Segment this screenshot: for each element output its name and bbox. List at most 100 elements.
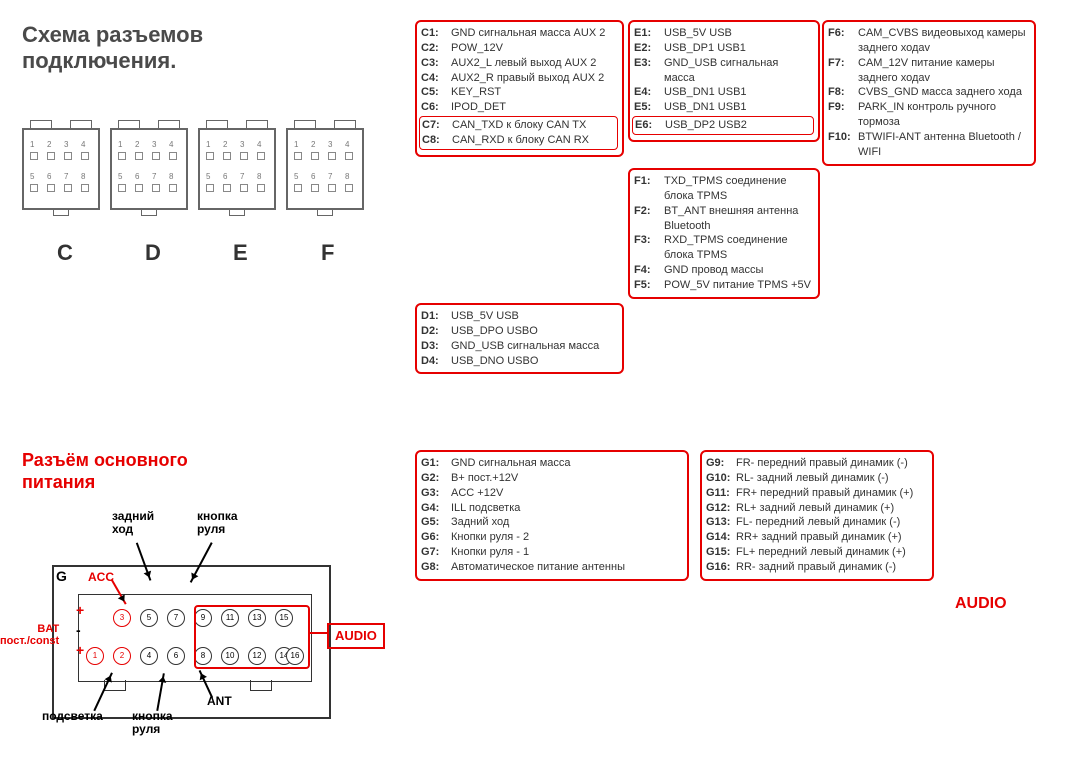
plus-bat: + [76,643,84,658]
g-pin-1: 1 [86,647,104,665]
minus-gnd: - [76,623,81,638]
pin-id: G4: [421,501,451,516]
pin-desc: POW_5V питание TPMS +5V [664,278,812,293]
pin-desc: POW_12V [451,41,616,56]
pin-desc: CAM_CVBS видеовыход камеры заднего ходаv [858,26,1028,56]
pin-row: G1:GND сигнальная масса [421,456,681,471]
pin-row: G8:Автоматическое питание антенны [421,560,681,575]
pin-desc: FR+ передний правый динамик (+) [736,486,926,501]
pin-desc: GND сигнальная масса AUX 2 [451,26,616,41]
pin-id: G6: [421,530,451,545]
pin-id: C5: [421,85,451,100]
pin-desc: CVBS_GND масса заднего хода [858,85,1028,100]
pin-desc: Кнопки руля - 1 [451,545,681,560]
pin-row: G5:Задний ход [421,515,681,530]
pin-id: G3: [421,486,451,501]
pin-desc: GND провод массы [664,263,812,278]
pin-desc: USB_DN1 USB1 [664,85,812,100]
pin-desc: AUX2_R правый выход AUX 2 [451,71,616,86]
connector-label-d: D [145,240,161,266]
pin-desc: RL- задний левый динамик (-) [736,471,926,486]
pin-row: C1:GND сигнальная масса AUX 2 [421,26,616,41]
g-section-title: Разъём основного питания [22,450,188,493]
connector-c: 12345678 [22,128,100,210]
pin-row: C6:IPOD_DET [421,100,616,115]
pin-desc: GND_USB сигнальная масса [451,339,616,354]
pin-desc: KEY_RST [451,85,616,100]
pin-desc: CAN_TXD к блоку CAN TX [452,118,615,133]
pin-row: E4:USB_DN1 USB1 [634,85,812,100]
pin-row: G7:Кнопки руля - 1 [421,545,681,560]
pin-desc: Автоматическое питание антенны [451,560,681,575]
pin-id: G14: [706,530,736,545]
pin-id: D3: [421,339,451,354]
pin-row: E2:USB_DP1 USB1 [634,41,812,56]
g-pin-4: 4 [140,647,158,665]
pin-desc: Кнопки руля - 2 [451,530,681,545]
pin-id: E2: [634,41,664,56]
pin-id: G15: [706,545,736,560]
pin-row: C7:CAN_TXD к блоку CAN TX [422,118,615,133]
pin-row: G9:FR- передний правый динамик (-) [706,456,926,471]
pin-row: G2:B+ пост.+12V [421,471,681,486]
ann-acc: ACC [88,571,114,584]
pin-id: G1: [421,456,451,471]
connector-e: 12345678 [198,128,276,210]
pin-id: C6: [421,100,451,115]
pin-row: C8:CAN_RXD к блоку CAN RX [422,133,615,148]
pin-row: D3:GND_USB сигнальная масса [421,339,616,354]
pin-id: C2: [421,41,451,56]
pin-id: E6: [635,118,665,133]
pin-desc: RL+ задний левый динамик (+) [736,501,926,516]
ann-bat: BAT пост./const [0,623,59,647]
pin-id: C1: [421,26,451,41]
pin-id: D2: [421,324,451,339]
pin-id: F3: [634,233,664,263]
ann-wheel2: кнопка руля [132,710,173,736]
pin-desc: Задний ход [451,515,681,530]
pin-row: F2:BT_ANT внешняя антенна Bluetooth [634,204,812,234]
pin-row: F10:BTWIFI-ANT антенна Bluetooth / WIFI [828,130,1028,160]
connector-label-c: C [57,240,73,266]
pin-id: G12: [706,501,736,516]
pin-id: G2: [421,471,451,486]
pin-desc: CAN_RXD к блоку CAN RX [452,133,615,148]
pin-table-e: E1:USB_5V USBE2:USB_DP1 USB1E3:GND_USB с… [628,20,820,142]
pin-id: F6: [828,26,858,56]
pin-row: D1:USB_5V USB [421,309,616,324]
pin-desc: ILL подсветка [451,501,681,516]
pin-row: E3:GND_USB сигнальная масса [634,56,812,86]
pin-id: C4: [421,71,451,86]
pin-row: C3:AUX2_L левый выход AUX 2 [421,56,616,71]
pin-desc: BTWIFI-ANT антенна Bluetooth / WIFI [858,130,1028,160]
pin-id: G13: [706,515,736,530]
pin-row: F5:POW_5V питание TPMS +5V [634,278,812,293]
pin-desc: GND сигнальная масса [451,456,681,471]
pin-id: G7: [421,545,451,560]
main-title: Схема разъемов подключения. [22,22,203,75]
connector-diagram-cdef: 12345678123456781234567812345678 C D E F [22,100,367,270]
pin-row: D2:USB_DPO USBO [421,324,616,339]
highlight-group: C7:CAN_TXD к блоку CAN TXC8:CAN_RXD к бл… [419,116,618,150]
pin-desc: FL- передний левый динамик (-) [736,515,926,530]
pin-id: F5: [634,278,664,293]
pin-table-g2: G9:FR- передний правый динамик (-)G10:RL… [700,450,934,581]
g-pin-3: 3 [113,609,131,627]
audio-side-label: AUDIO [955,595,1007,613]
pin-table-g1: G1:GND сигнальная массаG2:B+ пост.+12VG3… [415,450,689,581]
pin-desc: B+ пост.+12V [451,471,681,486]
pin-row: G15:FL+ передний левый динамик (+) [706,545,926,560]
g-title-line2: питания [22,472,95,492]
pin-id: G11: [706,486,736,501]
pin-desc: CAM_12V питание камеры заднего ходаv [858,56,1028,86]
pin-row: D4:USB_DNO USBO [421,354,616,369]
pin-id: F8: [828,85,858,100]
g-pin-5: 5 [140,609,158,627]
g-title-line1: Разъём основного [22,450,188,470]
pin-desc: BT_ANT внешняя антенна Bluetooth [664,204,812,234]
pin-row: F1:TXD_TPMS соединение блока TPMS [634,174,812,204]
pin-row: F6:CAM_CVBS видеовыход камеры заднего хо… [828,26,1028,56]
connector-f: 12345678 [286,128,364,210]
pin-id: F4: [634,263,664,278]
pin-row: G3:ACC +12V [421,486,681,501]
